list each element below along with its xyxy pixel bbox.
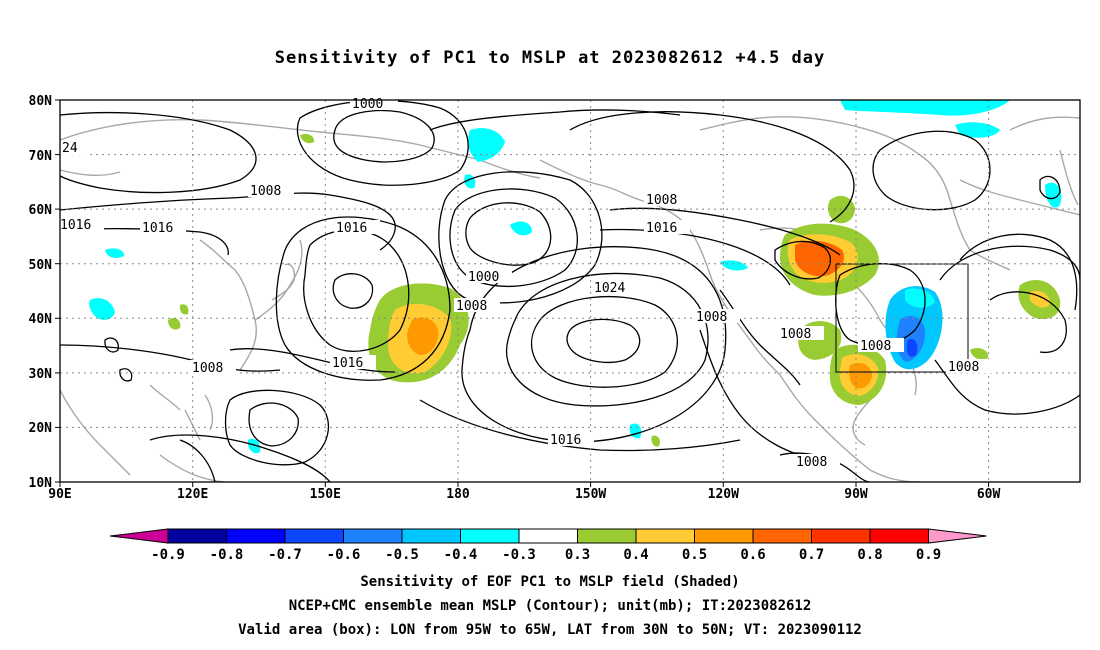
colorbar: -0.9 -0.8 -0.7 -0.6 -0.5 -0.4 -0.3 0.3 0.4 0.5 0.6… <box>109 528 987 563</box>
colorbar-label: 0.5 <box>682 547 707 563</box>
colorbar-label: -0.6 <box>327 547 361 563</box>
lat-label: 20N <box>29 421 53 436</box>
contour-label-1016: 1016 <box>60 218 91 233</box>
colorbar-label: -0.8 <box>210 547 244 563</box>
colorbar-high-end <box>928 528 987 544</box>
colorbar-label: -0.3 <box>502 547 536 563</box>
latitude-labels: 80N 70N 60N 50N 40N 30N 20N 10N <box>29 94 53 491</box>
contour-label-1016: 1016 <box>550 433 581 448</box>
lat-label: 80N <box>29 94 53 109</box>
colorbar-swatch <box>694 528 754 544</box>
colorbar-swatch <box>460 528 520 544</box>
contour-label-1000: 1000 <box>468 270 499 285</box>
lon-label: 150W <box>575 487 606 502</box>
colorbar-swatch <box>577 528 637 544</box>
colorbar-swatch <box>635 528 695 544</box>
colorbar-swatch <box>167 528 227 544</box>
tick-marks <box>55 99 990 487</box>
contour-label-1008: 1008 <box>250 184 281 199</box>
contour-labels: 1000 24 1008 1016 1016 1016 1000 1008 10… <box>58 96 992 470</box>
contour-label-1016: 1016 <box>336 221 367 236</box>
lat-label: 10N <box>29 476 53 491</box>
colorbar-label: 0.4 <box>623 547 648 563</box>
lat-label: 30N <box>29 367 53 382</box>
contour-label-1008: 1008 <box>646 193 677 208</box>
colorbar-label: 0.7 <box>799 547 824 563</box>
colorbar-label: 0.9 <box>916 547 941 563</box>
caption-line-1: Sensitivity of EOF PC1 to MSLP field (Sh… <box>360 574 740 590</box>
contour-label-1008: 1008 <box>456 299 487 314</box>
colorbar-swatch <box>401 528 461 544</box>
colorbar-swatch <box>752 528 812 544</box>
colorbar-swatch <box>869 528 929 544</box>
map-title: Sensitivity of PC1 to MSLP at 2023082612… <box>274 48 826 68</box>
colorbar-label: -0.4 <box>444 547 478 563</box>
lon-label: 180 <box>446 487 470 502</box>
lon-label: 120W <box>708 487 739 502</box>
longitude-labels: 90E 120E 150E 180 150W 120W 90W 60W <box>48 487 1000 502</box>
colorbar-low-end <box>109 528 169 544</box>
colorbar-label: 0.8 <box>857 547 882 563</box>
lat-label: 50N <box>29 258 53 273</box>
contour-label-1008: 1008 <box>696 310 727 325</box>
contour-label-24: 24 <box>62 141 78 156</box>
contour-label-1016: 1016 <box>332 356 363 371</box>
contour-label-1008: 1008 <box>948 360 979 375</box>
contour-label-1016: 1016 <box>142 221 173 236</box>
lat-label: 60N <box>29 203 53 218</box>
contour-label-1008: 1008 <box>796 455 827 470</box>
lat-label: 40N <box>29 312 53 327</box>
contour-label-1008: 1008 <box>192 361 223 376</box>
lon-label: 90W <box>844 487 868 502</box>
caption-line-2: NCEP+CMC ensemble mean MSLP (Contour); u… <box>288 598 812 614</box>
colorbar-label: -0.9 <box>151 547 185 563</box>
colorbar-swatch <box>518 528 578 544</box>
colorbar-swatch <box>343 528 403 544</box>
lon-label: 120E <box>177 487 208 502</box>
contour-label-1008: 1008 <box>780 327 811 342</box>
lon-label: 90E <box>48 487 71 502</box>
caption-line-3: Valid area (box): LON from 95W to 65W, L… <box>238 622 862 638</box>
lon-label: 60W <box>977 487 1001 502</box>
contour-label-1016: 1016 <box>646 221 677 236</box>
mslp-contours <box>60 100 1080 482</box>
lat-label: 70N <box>29 149 53 164</box>
plot-frame <box>59 99 1081 483</box>
contour-label-1000: 1000 <box>352 97 383 112</box>
colorbar-label: 0.6 <box>740 547 765 563</box>
colorbar-label: -0.7 <box>268 547 302 563</box>
contour-label-1008: 1008 <box>860 339 891 354</box>
lon-label: 150E <box>310 487 341 502</box>
colorbar-label: 0.3 <box>565 547 590 563</box>
colorbar-label: -0.5 <box>385 547 419 563</box>
colorbar-swatch <box>811 528 871 544</box>
colorbar-swatch <box>226 528 286 544</box>
contour-label-1024: 1024 <box>594 281 625 296</box>
colorbar-swatch <box>284 528 344 544</box>
